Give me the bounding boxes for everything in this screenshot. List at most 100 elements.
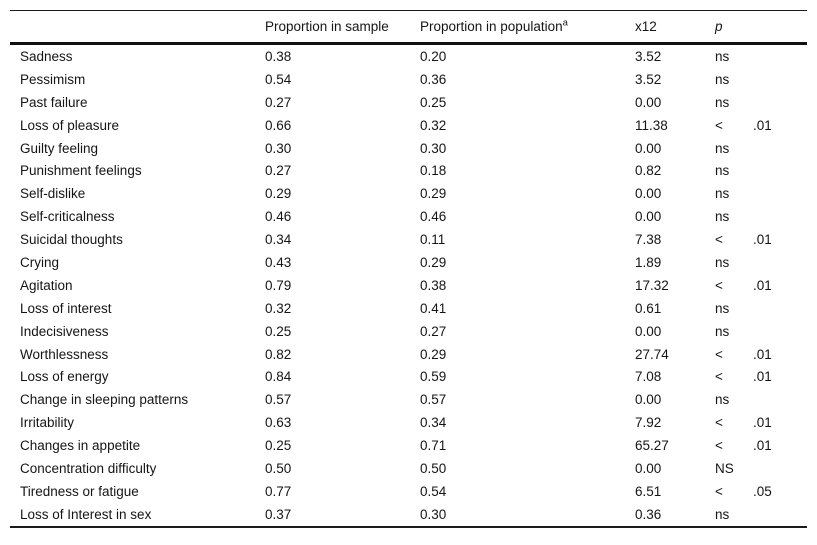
cell-chi-square: 0.00 [635, 94, 662, 110]
row-label: Indecisiveness [20, 323, 109, 339]
row-label: Tiredness or fatigue [20, 483, 139, 499]
cell-proportion-sample: 0.84 [265, 369, 292, 385]
cell-chi-square: 0.61 [635, 300, 662, 316]
cell-chi-square: 27.74 [635, 346, 669, 362]
cell-proportion-population: 0.41 [420, 300, 447, 316]
cell-p: < .01 [715, 343, 807, 366]
cell-p: ns [715, 137, 807, 160]
p-threshold: .05 [753, 483, 772, 499]
cell-chi-square: 7.92 [635, 415, 662, 431]
symptom-proportion-table: Proportion in sample Proportion in popul… [10, 10, 807, 528]
table-body: Sadness 0.38 0.20 3.52 ns Pessimism 0.54 0.36 3.… [10, 44, 807, 527]
table-row: Indecisiveness 0.25 0.27 0.00 ns [10, 320, 807, 343]
table-row: Self-dislike 0.29 0.29 0.00 ns [10, 182, 807, 205]
cell-proportion-sample: 0.25 [265, 323, 292, 339]
cell-p: ns [715, 205, 807, 228]
row-label: Pessimism [20, 71, 86, 87]
cell-proportion-population: 0.50 [420, 460, 447, 476]
row-label: Sadness [20, 48, 73, 64]
p-significance: < [715, 117, 723, 133]
cell-proportion-population: 0.27 [420, 323, 447, 339]
table-row: Crying 0.43 0.29 1.89 ns [10, 251, 807, 274]
cell-p: < .01 [715, 365, 807, 388]
p-significance: < [715, 483, 723, 499]
p-significance: ns [715, 140, 730, 156]
cell-proportion-sample: 0.43 [265, 254, 292, 270]
cell-chi-square: 1.89 [635, 254, 662, 270]
table-row: Past failure 0.27 0.25 0.00 ns [10, 91, 807, 114]
table-row: Loss of energy 0.84 0.59 7.08 < .01 [10, 365, 807, 388]
p-significance: ns [715, 163, 730, 179]
cell-proportion-population: 0.59 [420, 369, 447, 385]
p-significance: ns [715, 71, 730, 87]
table-header: Proportion in sample Proportion in popul… [10, 10, 807, 45]
cell-chi-square: 0.36 [635, 506, 662, 522]
paper-page: Proportion in sample Proportion in popul… [10, 10, 807, 528]
table-row: Changes in appetite 0.25 0.71 65.27 < .01 [10, 434, 807, 457]
cell-p: ns [715, 91, 807, 114]
row-label: Suicidal thoughts [20, 232, 123, 248]
row-label: Loss of interest [20, 300, 112, 316]
cell-proportion-sample: 0.57 [265, 392, 292, 408]
table-row: Loss of Interest in sex 0.37 0.30 0.36 ns [10, 503, 807, 527]
p-significance: < [715, 369, 723, 385]
cell-proportion-sample: 0.25 [265, 438, 292, 454]
cell-proportion-population: 0.11 [420, 232, 446, 248]
header-proportion-sample: Proportion in sample [265, 10, 420, 45]
table-row: Irritability 0.63 0.34 7.92 < .01 [10, 411, 807, 434]
cell-p: < .05 [715, 480, 807, 503]
cell-p: < .01 [715, 434, 807, 457]
cell-proportion-population: 0.30 [420, 506, 447, 522]
cell-proportion-population: 0.25 [420, 94, 447, 110]
cell-p: ns [715, 388, 807, 411]
row-label: Worthlessness [20, 346, 109, 362]
p-significance: < [715, 232, 723, 248]
table-row: Suicidal thoughts 0.34 0.11 7.38 < .01 [10, 228, 807, 251]
cell-proportion-sample: 0.82 [265, 346, 292, 362]
cell-p: ns [715, 503, 807, 527]
cell-proportion-sample: 0.27 [265, 163, 292, 179]
cell-proportion-sample: 0.34 [265, 232, 292, 248]
table-row: Loss of pleasure 0.66 0.32 11.38 < .01 [10, 114, 807, 137]
header-proportion-population-text: Proportion in population [420, 19, 563, 34]
cell-chi-square: 0.00 [635, 460, 662, 476]
row-label: Change in sleeping patterns [20, 392, 189, 408]
cell-p: < .01 [715, 274, 807, 297]
cell-proportion-sample: 0.46 [265, 209, 292, 225]
cell-chi-square: 6.51 [635, 483, 662, 499]
cell-proportion-sample: 0.29 [265, 186, 292, 202]
cell-proportion-population: 0.34 [420, 415, 447, 431]
table-row: Punishment feelings 0.27 0.18 0.82 ns [10, 159, 807, 182]
cell-chi-square: 3.52 [635, 71, 662, 87]
row-label: Self-dislike [20, 186, 86, 202]
cell-chi-square: 0.00 [635, 392, 662, 408]
cell-proportion-population: 0.46 [420, 209, 447, 225]
cell-chi-square: 0.00 [635, 186, 662, 202]
row-label: Irritability [20, 415, 75, 431]
cell-chi-square: 11.38 [635, 117, 668, 133]
cell-proportion-population: 0.57 [420, 392, 447, 408]
row-label: Changes in appetite [20, 438, 141, 454]
table-row: Worthlessness 0.82 0.29 27.74 < .01 [10, 343, 807, 366]
p-threshold: .01 [753, 369, 772, 385]
header-p-text: p [715, 19, 723, 34]
table-row: Loss of interest 0.32 0.41 0.61 ns [10, 297, 807, 320]
cell-proportion-population: 0.38 [420, 277, 447, 293]
cell-p: < .01 [715, 411, 807, 434]
cell-proportion-sample: 0.54 [265, 71, 292, 87]
p-significance: NS [715, 460, 734, 476]
p-significance: ns [715, 48, 730, 64]
p-significance: < [715, 346, 723, 362]
header-row: Proportion in sample Proportion in popul… [10, 10, 807, 45]
cell-proportion-population: 0.20 [420, 48, 447, 64]
table-row: Agitation 0.79 0.38 17.32 < .01 [10, 274, 807, 297]
p-significance: ns [715, 300, 730, 316]
row-label: Crying [20, 254, 60, 270]
cell-proportion-population: 0.54 [420, 483, 447, 499]
cell-proportion-population: 0.32 [420, 117, 447, 133]
cell-chi-square: 17.32 [635, 277, 669, 293]
header-symptom-blank [10, 10, 265, 45]
table-row: Sadness 0.38 0.20 3.52 ns [10, 44, 807, 68]
cell-chi-square: 7.08 [635, 369, 662, 385]
p-significance: < [715, 277, 723, 293]
